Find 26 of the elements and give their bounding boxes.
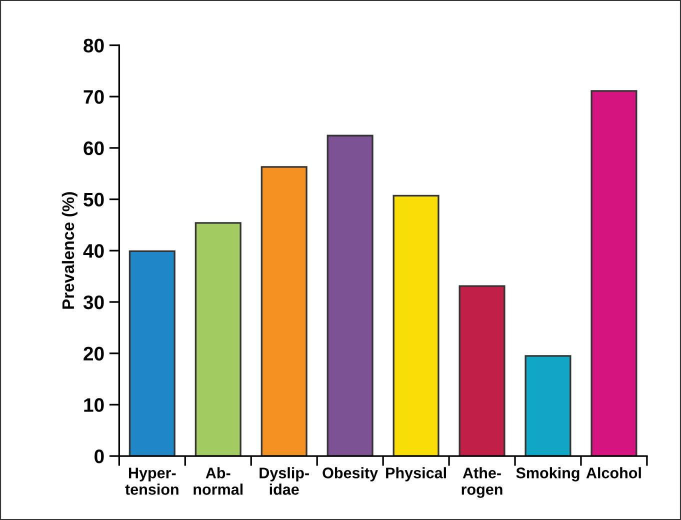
y-tick-label: 50 bbox=[84, 192, 104, 207]
y-tick-label: 30 bbox=[83, 295, 104, 310]
x-tick-label: Ab- normal bbox=[194, 467, 243, 495]
bar bbox=[524, 355, 572, 456]
x-tick-label: Athe- rogen bbox=[462, 467, 502, 498]
x-tick-label: Alcohol bbox=[586, 467, 641, 478]
y-tick-label: 0 bbox=[94, 450, 104, 464]
y-tick-label: 80 bbox=[84, 38, 104, 52]
x-tick-label: Hyper- tension bbox=[125, 468, 178, 495]
bar bbox=[590, 90, 638, 456]
y-tick-label: 10 bbox=[84, 398, 104, 412]
y-tick-label: 40 bbox=[83, 244, 104, 258]
bar bbox=[194, 222, 242, 456]
x-tick-label: Physical bbox=[386, 467, 446, 482]
x-tick-label: Dyslip- idae bbox=[260, 467, 309, 495]
y-tick-label: 60 bbox=[84, 141, 104, 156]
y-tick-label: 20 bbox=[84, 346, 104, 361]
bar bbox=[128, 250, 176, 456]
bar bbox=[392, 194, 440, 456]
y-tick-label: 70 bbox=[84, 90, 104, 104]
x-tick-label: Smoking bbox=[516, 467, 580, 482]
bar bbox=[458, 285, 506, 456]
y-axis-title: Prevalence (%) bbox=[62, 192, 78, 309]
bar bbox=[260, 166, 308, 456]
x-tick-label: Obesity bbox=[322, 467, 378, 482]
bar bbox=[326, 134, 374, 456]
